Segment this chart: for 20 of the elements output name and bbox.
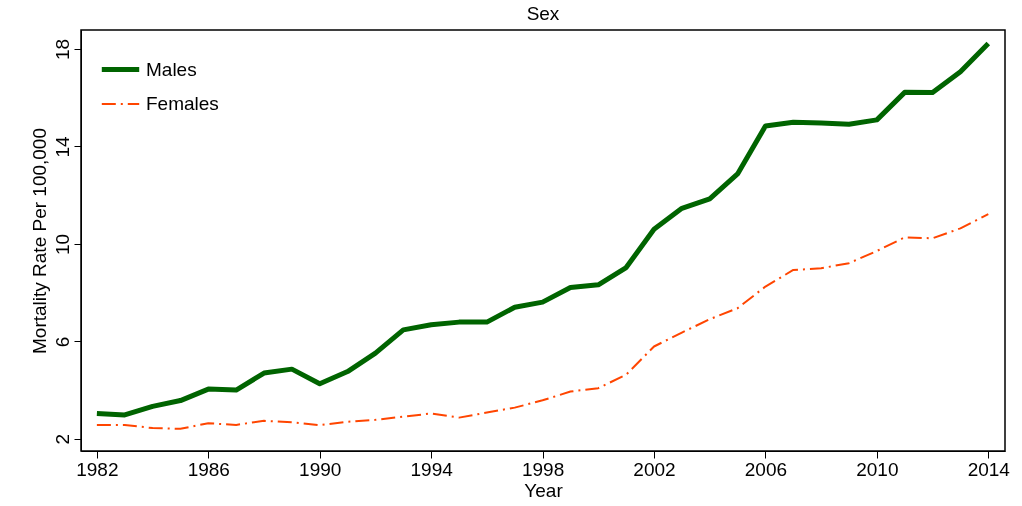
x-tick-label: 1994 [410,458,454,480]
x-tick-label: 1982 [76,458,119,480]
x-axis-title: Year [524,479,564,501]
y-tick-label: 10 [51,233,73,255]
y-tick-label: 14 [51,135,73,158]
y-tick-label: 18 [51,38,73,61]
x-tick-label: 2010 [856,458,899,480]
y-tick-label: 2 [51,434,73,445]
x-tick-label: 2006 [744,458,788,480]
chart-title: Sex [526,3,560,24]
y-axis-title: Mortality Rate Per 100,000 [28,127,50,355]
x-tick-label: 2014 [967,458,1011,480]
legend-label: Females [146,93,219,114]
legend-label: Males [146,58,197,80]
x-tick-label: 1990 [299,458,342,480]
x-tick-label: 1998 [521,458,565,480]
line-series [95,213,990,430]
x-tick-label: 2002 [633,458,676,480]
y-tick-label: 6 [51,336,73,348]
x-tick-label: 1986 [187,458,230,480]
